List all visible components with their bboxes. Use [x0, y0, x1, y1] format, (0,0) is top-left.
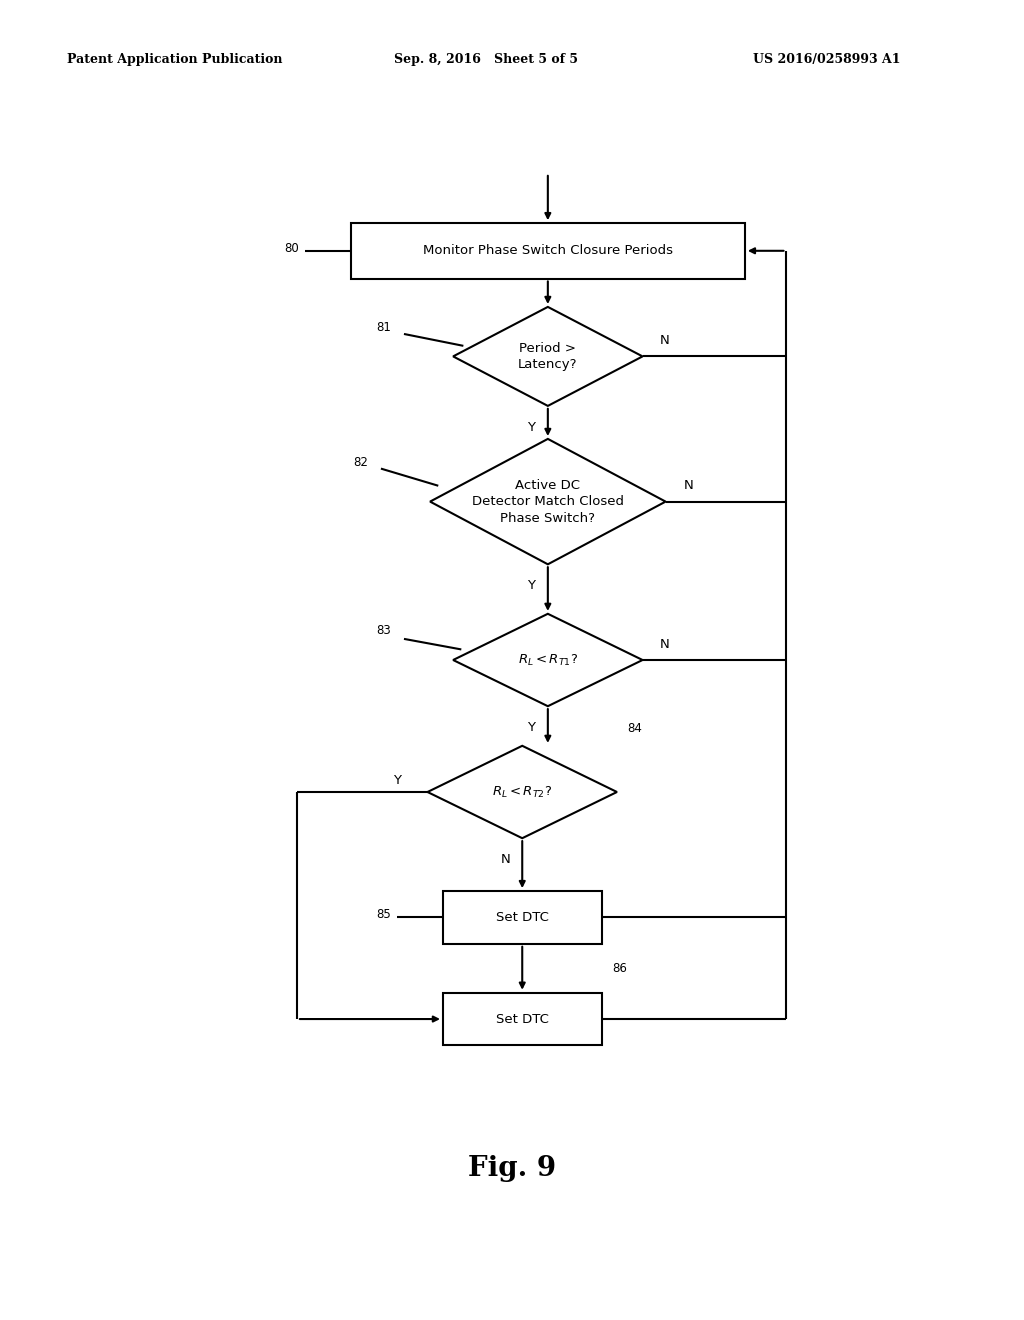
Bar	[442, 993, 602, 1045]
Text: Patent Application Publication: Patent Application Publication	[67, 53, 282, 66]
Text: N: N	[501, 853, 511, 866]
Text: Set DTC: Set DTC	[496, 911, 549, 924]
Text: $R_L < R_{T2}$?: $R_L < R_{T2}$?	[493, 784, 552, 800]
Bar	[442, 891, 602, 944]
Text: 85: 85	[377, 908, 391, 921]
Text: 83: 83	[377, 624, 391, 638]
Text: N: N	[660, 638, 670, 651]
Polygon shape	[428, 746, 616, 838]
Polygon shape	[430, 438, 666, 565]
Text: Y: Y	[527, 421, 536, 433]
Text: Y: Y	[527, 721, 536, 734]
Polygon shape	[453, 614, 643, 706]
Text: Period >
Latency?: Period > Latency?	[518, 342, 578, 371]
Text: Set DTC: Set DTC	[496, 1012, 549, 1026]
Text: 84: 84	[627, 722, 642, 735]
Text: 86: 86	[612, 962, 627, 975]
Text: N: N	[683, 479, 693, 492]
Text: Fig. 9: Fig. 9	[468, 1155, 556, 1181]
Text: 80: 80	[285, 242, 299, 255]
Bar	[350, 223, 745, 279]
Text: US 2016/0258993 A1: US 2016/0258993 A1	[753, 53, 900, 66]
Polygon shape	[453, 308, 643, 407]
Text: Active DC
Detector Match Closed
Phase Switch?: Active DC Detector Match Closed Phase Sw…	[472, 479, 624, 524]
Text: $R_L < R_{T1}$?: $R_L < R_{T1}$?	[518, 652, 578, 668]
Text: 81: 81	[377, 321, 391, 334]
Text: N: N	[660, 334, 670, 347]
Text: Y: Y	[527, 579, 536, 591]
Text: Monitor Phase Switch Closure Periods: Monitor Phase Switch Closure Periods	[423, 244, 673, 257]
Text: Y: Y	[393, 774, 400, 787]
Text: 82: 82	[353, 455, 369, 469]
Text: Sep. 8, 2016   Sheet 5 of 5: Sep. 8, 2016 Sheet 5 of 5	[394, 53, 579, 66]
